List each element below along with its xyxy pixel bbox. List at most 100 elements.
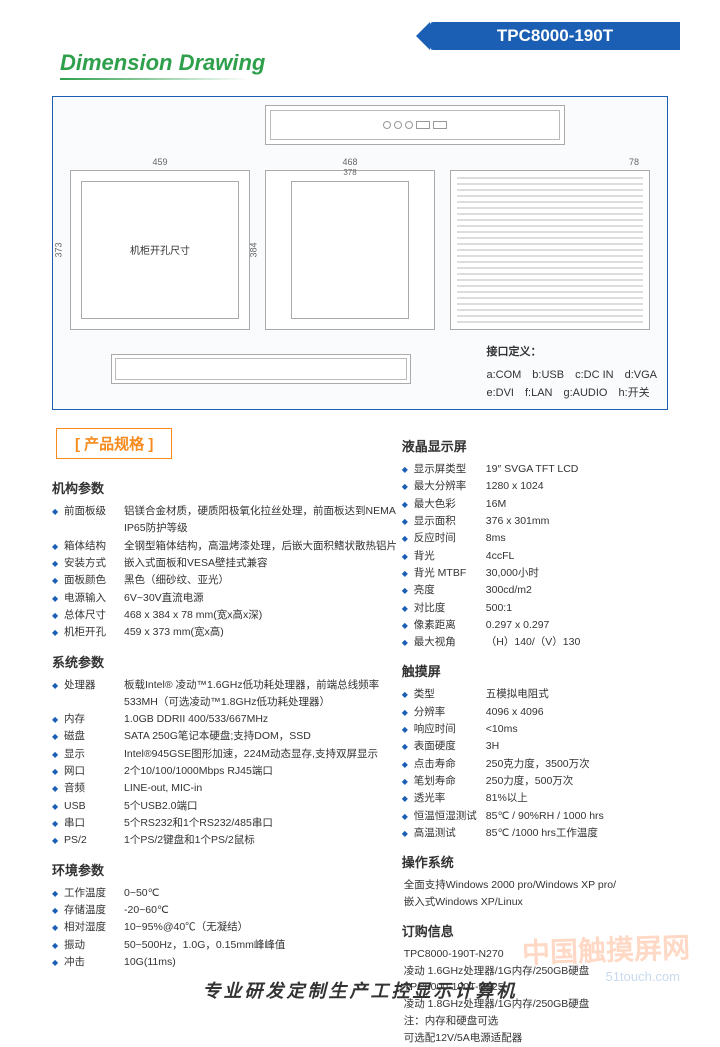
spec-value: 5个RS232和1个RS232/485串口 bbox=[124, 815, 402, 832]
spec-item: USB5个USB2.0端口 bbox=[52, 798, 402, 815]
spec-item: 对比度500:1 bbox=[402, 600, 680, 617]
spec-label: 处理器 bbox=[64, 677, 124, 712]
spec-item: 显示屏类型19″ SVGA TFT LCD bbox=[402, 461, 680, 478]
spec-label: 反应时间 bbox=[414, 530, 486, 547]
spec-item: 存储温度-20~60℃ bbox=[52, 902, 402, 919]
spec-label: 对比度 bbox=[414, 600, 486, 617]
spec-value: 30,000小时 bbox=[486, 565, 680, 582]
spec-item: 电源输入6V~30V直流电源 bbox=[52, 590, 402, 607]
spec-item: 串口5个RS232和1个RS232/485串口 bbox=[52, 815, 402, 832]
spec-value: 4ccFL bbox=[486, 548, 680, 565]
system-list: 处理器板载Intel® 凌动™1.6GHz低功耗处理器，前端总线频率533MH（… bbox=[52, 677, 402, 850]
spec-label: 最大分辨率 bbox=[414, 478, 486, 495]
spec-value: -20~60℃ bbox=[124, 902, 402, 919]
spec-item: 机柜开孔459 x 373 mm(宽x高) bbox=[52, 624, 402, 641]
spec-item: 内存1.0GB DDRII 400/533/667MHz bbox=[52, 711, 402, 728]
spec-value: 五模拟电阻式 bbox=[486, 686, 680, 703]
touch-list: 类型五模拟电阻式分辨率4096 x 4096响应时间<10ms表面硬度3H点击寿… bbox=[402, 686, 680, 842]
spec-item: 冲击10G(11ms) bbox=[52, 954, 402, 971]
spec-label: 显示屏类型 bbox=[414, 461, 486, 478]
spec-label: 最大色彩 bbox=[414, 496, 486, 513]
spec-value: 8ms bbox=[486, 530, 680, 547]
spec-item: 恒温恒湿测试85℃ / 90%RH / 1000 hrs bbox=[402, 808, 680, 825]
spec-value: LINE-out, MIC-in bbox=[124, 780, 402, 797]
spec-label: 最大视角 bbox=[414, 634, 486, 651]
spec-label: 面板颜色 bbox=[64, 572, 124, 589]
spec-value: 1.0GB DDRII 400/533/667MHz bbox=[124, 711, 402, 728]
spec-label: 内存 bbox=[64, 711, 124, 728]
spec-item: PS/21个PS/2键盘和1个PS/2鼠标 bbox=[52, 832, 402, 849]
spec-value: 81%以上 bbox=[486, 790, 680, 807]
sect-system: 系统参数 bbox=[52, 652, 402, 671]
spec-item: 相对湿度10~95%@40℃（无凝结） bbox=[52, 919, 402, 936]
spec-value: 500:1 bbox=[486, 600, 680, 617]
spec-item: 透光率81%以上 bbox=[402, 790, 680, 807]
spec-item: 最大分辨率1280 x 1024 bbox=[402, 478, 680, 495]
spec-item: 类型五模拟电阻式 bbox=[402, 686, 680, 703]
spec-value: 3H bbox=[486, 738, 680, 755]
spec-value: 10G(11ms) bbox=[124, 954, 402, 971]
spec-label: 机柜开孔 bbox=[64, 624, 124, 641]
spec-value: 50~500Hz，1.0G，0.15mm峰峰值 bbox=[124, 937, 402, 954]
spec-item: 表面硬度3H bbox=[402, 738, 680, 755]
sect-order: 订购信息 bbox=[402, 921, 680, 940]
spec-value: 2个10/100/1000Mbps RJ45端口 bbox=[124, 763, 402, 780]
bottom-view bbox=[111, 354, 411, 384]
spec-value: 0~50℃ bbox=[124, 885, 402, 902]
spec-value: 6V~30V直流电源 bbox=[124, 590, 402, 607]
spec-value: 376 x 301mm bbox=[486, 513, 680, 530]
spec-item: 像素距离0.297 x 0.297 bbox=[402, 617, 680, 634]
spec-item: 前面板级铝镁合金材质，硬质阳极氧化拉丝处理，前面板达到NEMA IP65防护等级 bbox=[52, 503, 402, 538]
spec-value: 5个USB2.0端口 bbox=[124, 798, 402, 815]
spec-label: 相对湿度 bbox=[64, 919, 124, 936]
spec-item: 高温测试85℃ /1000 hrs工作温度 bbox=[402, 825, 680, 842]
spec-label: 表面硬度 bbox=[414, 738, 486, 755]
spec-label: 前面板级 bbox=[64, 503, 124, 538]
spec-label: 点击寿命 bbox=[414, 756, 486, 773]
spec-label: 透光率 bbox=[414, 790, 486, 807]
spec-value: <10ms bbox=[486, 721, 680, 738]
spec-value: 85℃ / 90%RH / 1000 hrs bbox=[486, 808, 680, 825]
back-view: 78 bbox=[450, 170, 650, 330]
spec-item: 振动50~500Hz，1.0G，0.15mm峰峰值 bbox=[52, 937, 402, 954]
spec-value: 嵌入式面板和VESA壁挂式兼容 bbox=[124, 555, 402, 572]
spec-value: 1个PS/2键盘和1个PS/2鼠标 bbox=[124, 832, 402, 849]
dimension-diagram: 459 373 机柜开孔尺寸 468 384 378 78 接口定义： a:CO… bbox=[52, 96, 668, 410]
spec-value: 0.297 x 0.297 bbox=[486, 617, 680, 634]
spec-label: 类型 bbox=[414, 686, 486, 703]
spec-label: 网口 bbox=[64, 763, 124, 780]
spec-label: 串口 bbox=[64, 815, 124, 832]
footer-slogan: 专业研发定制生产工控显示计算机 bbox=[0, 977, 720, 1003]
left-column: 机构参数 前面板级铝镁合金材质，硬质阳极氧化拉丝处理，前面板达到NEMA IP6… bbox=[52, 426, 402, 959]
mechanical-list: 前面板级铝镁合金材质，硬质阳极氧化拉丝处理，前面板达到NEMA IP65防护等级… bbox=[52, 503, 402, 642]
side-view: 468 384 378 bbox=[265, 170, 435, 330]
spec-label: 磁盘 bbox=[64, 728, 124, 745]
spec-label: 像素距离 bbox=[414, 617, 486, 634]
spec-item: 网口2个10/100/1000Mbps RJ45端口 bbox=[52, 763, 402, 780]
spec-value: 85℃ /1000 hrs工作温度 bbox=[486, 825, 680, 842]
title-underline bbox=[60, 78, 250, 80]
spec-item: 亮度300cd/m2 bbox=[402, 582, 680, 599]
spec-value: 1280 x 1024 bbox=[486, 478, 680, 495]
spec-label: 亮度 bbox=[414, 582, 486, 599]
spec-label: 存储温度 bbox=[64, 902, 124, 919]
spec-label: 振动 bbox=[64, 937, 124, 954]
sect-env: 环境参数 bbox=[52, 860, 402, 879]
spec-item: 总体尺寸468 x 384 x 78 mm(宽x高x深) bbox=[52, 607, 402, 624]
os-text: 全面支持Windows 2000 pro/Windows XP pro/ 嵌入式… bbox=[404, 877, 680, 911]
spec-value: SATA 250G笔记本硬盘;支持DOM，SSD bbox=[124, 728, 402, 745]
spec-item: 背光4ccFL bbox=[402, 548, 680, 565]
spec-label: 显示 bbox=[64, 746, 124, 763]
spec-value: 300cd/m2 bbox=[486, 582, 680, 599]
spec-item: 磁盘SATA 250G笔记本硬盘;支持DOM，SSD bbox=[52, 728, 402, 745]
spec-item: 显示Intel®945GSE图形加速，224M动态显存,支持双屏显示 bbox=[52, 746, 402, 763]
spec-label: PS/2 bbox=[64, 832, 124, 849]
spec-item: 最大色彩16M bbox=[402, 496, 680, 513]
spec-item: 点击寿命250克力度，3500万次 bbox=[402, 756, 680, 773]
front-view: 459 373 机柜开孔尺寸 bbox=[70, 170, 250, 330]
spec-label: 笔划寿命 bbox=[414, 773, 486, 790]
spec-value: Intel®945GSE图形加速，224M动态显存,支持双屏显示 bbox=[124, 746, 402, 763]
spec-item: 处理器板载Intel® 凌动™1.6GHz低功耗处理器，前端总线频率533MH（… bbox=[52, 677, 402, 712]
spec-item: 面板颜色黑色（细砂纹、亚光） bbox=[52, 572, 402, 589]
sect-lcd: 液晶显示屏 bbox=[402, 436, 680, 455]
